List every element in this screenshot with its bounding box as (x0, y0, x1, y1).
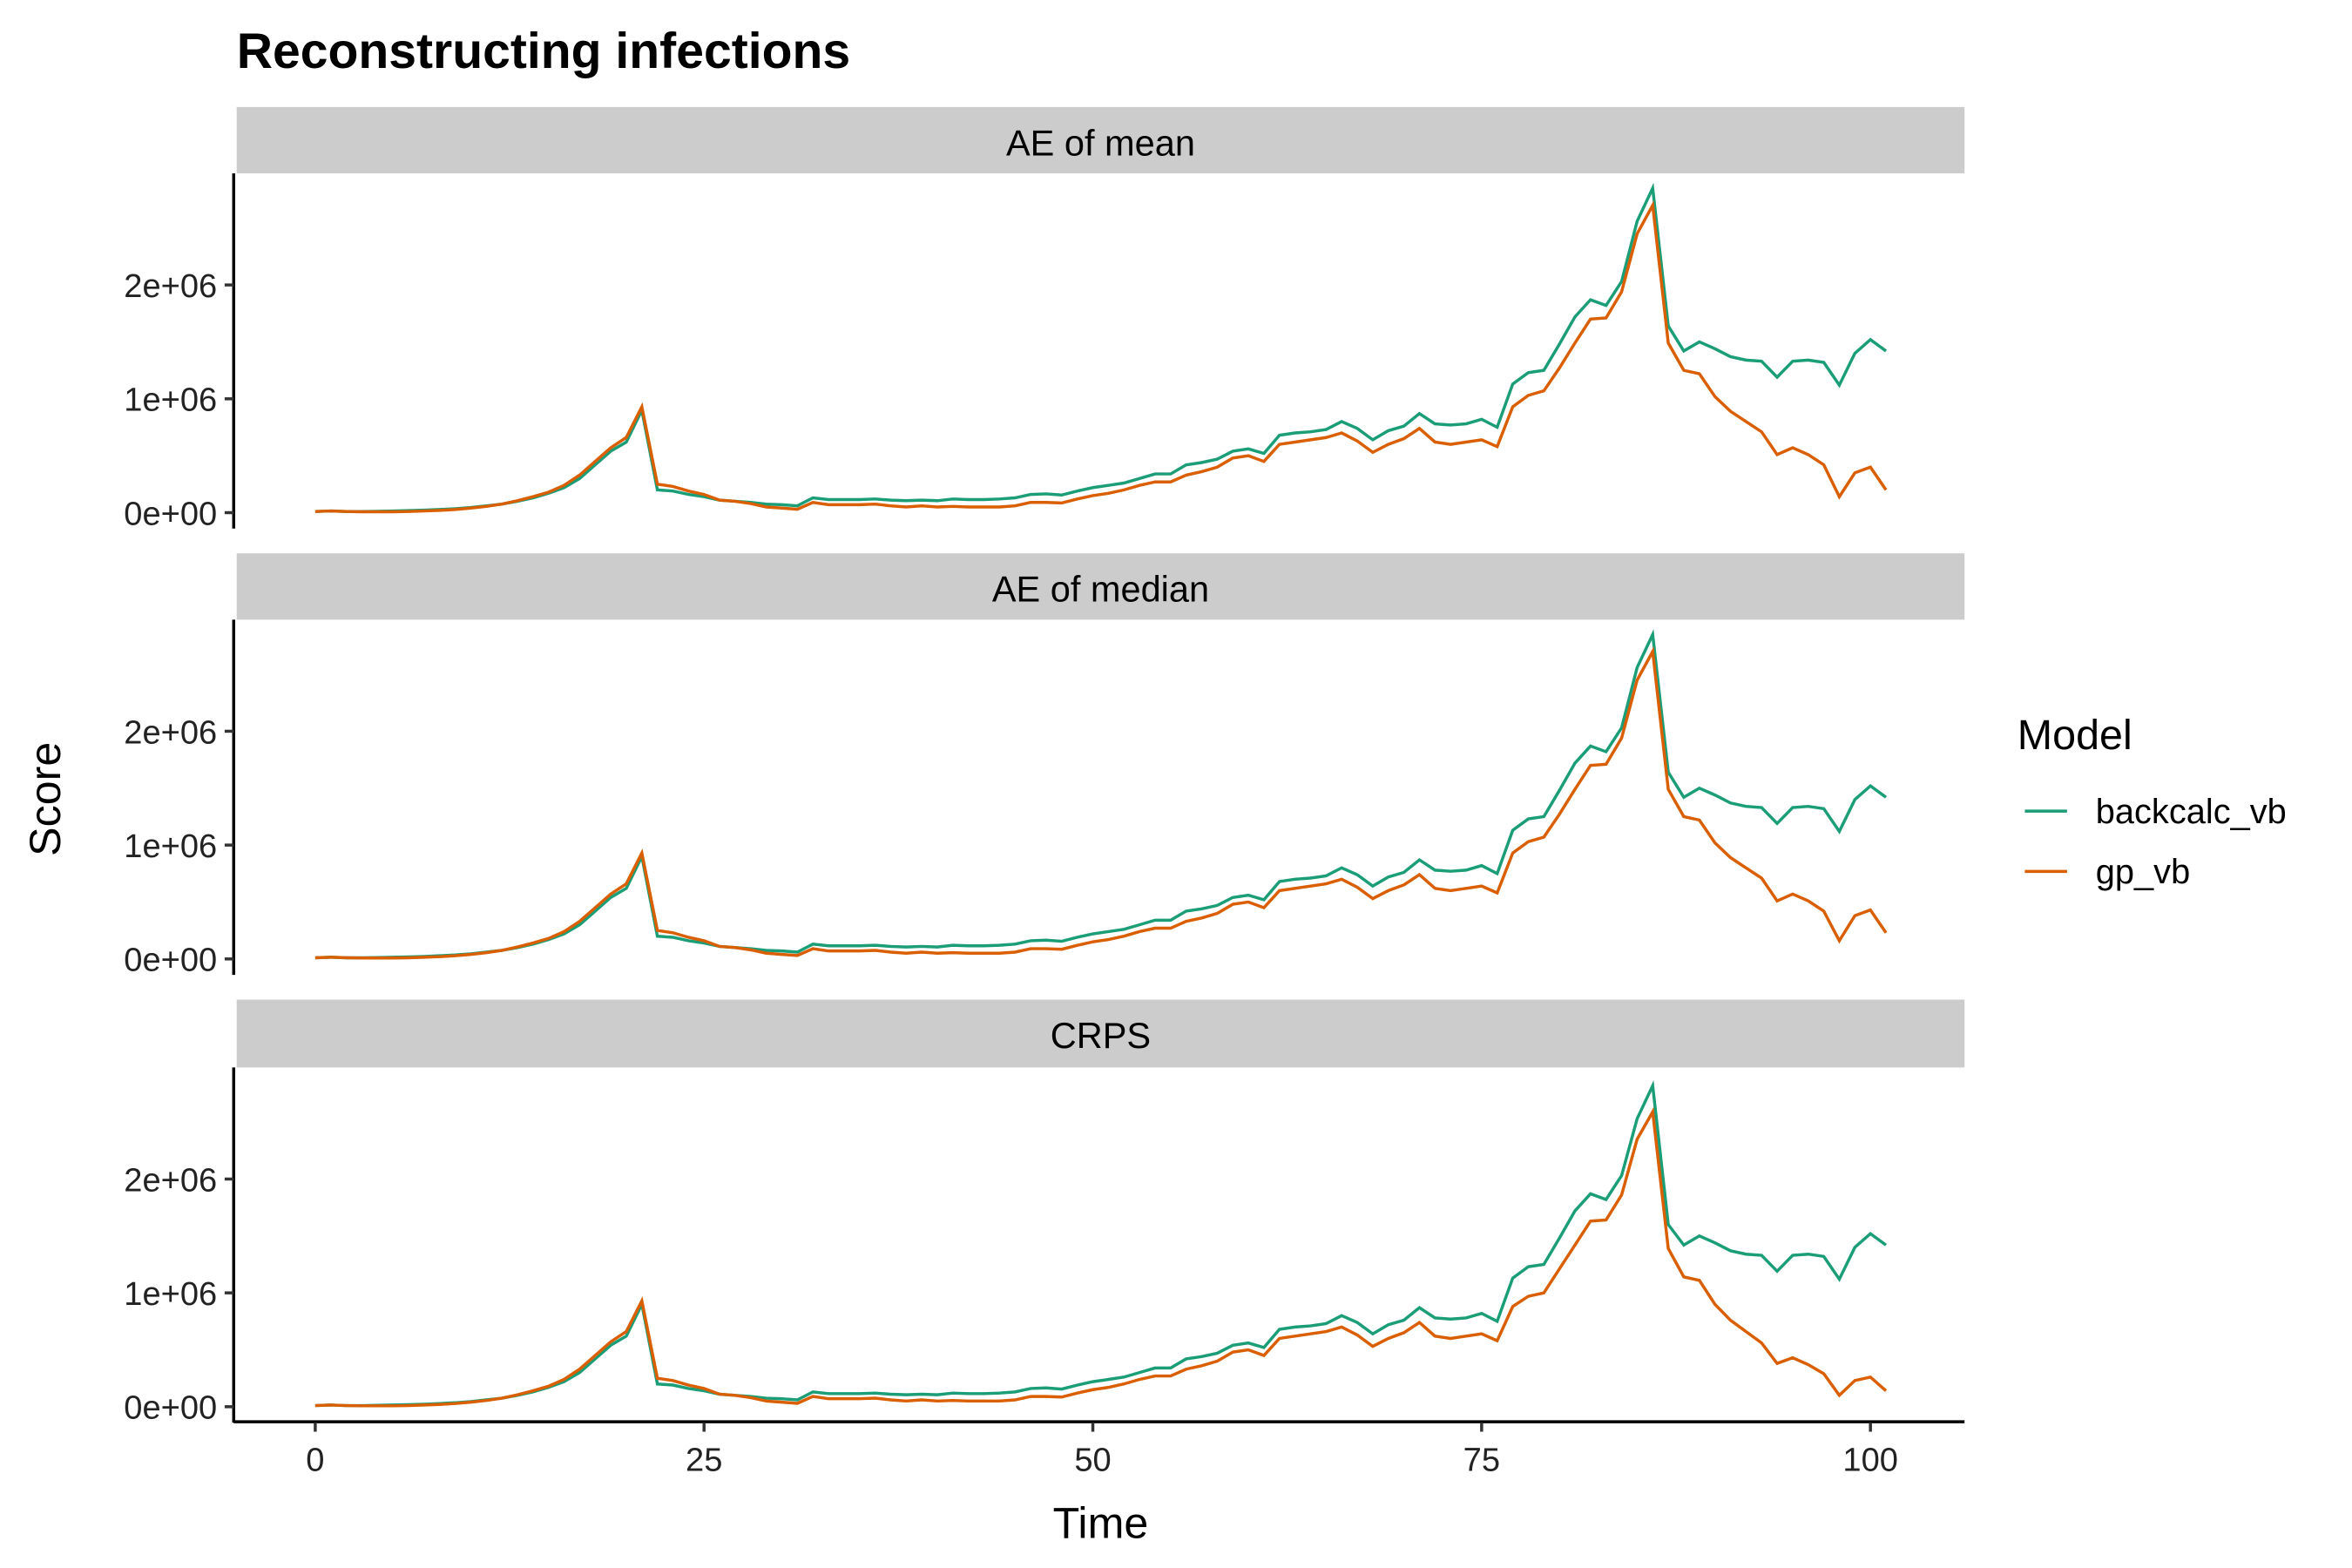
series-line (314, 199, 1888, 514)
legend-label: gp_vb (2096, 853, 2190, 891)
y-tick-label: 2e+06 (124, 268, 217, 305)
y-tick-label: 1e+06 (124, 828, 217, 865)
y-tick-label: 1e+06 (124, 1276, 217, 1313)
series-line (314, 1106, 1888, 1408)
y-tick-label: 0e+00 (124, 943, 217, 979)
legend-title: Model (2017, 712, 2132, 759)
facet-strip (236, 106, 1965, 174)
chart-title: Reconstructing infections (237, 24, 850, 79)
y-tick-label: 0e+00 (124, 496, 217, 532)
facet-strip (236, 999, 1965, 1068)
x-tick-label: 25 (686, 1443, 722, 1479)
y-tick-label: 0e+00 (124, 1390, 217, 1427)
series-line (314, 629, 1888, 960)
facet-strip (236, 553, 1965, 620)
facet-label: CRPS (1051, 1015, 1151, 1056)
series-line (314, 1080, 1888, 1408)
x-tick-label: 0 (306, 1443, 324, 1479)
facet-label: AE of median (992, 569, 1209, 610)
series-line (314, 646, 1888, 960)
y-tick-label: 1e+06 (124, 382, 217, 419)
x-tick-label: 50 (1074, 1443, 1111, 1479)
y-tick-label: 2e+06 (124, 1162, 217, 1199)
legend-label: backcalc_vb (2096, 793, 2287, 831)
x-tick-label: 100 (1842, 1443, 1898, 1479)
y-tick-label: 2e+06 (124, 714, 217, 751)
facet-label: AE of mean (1006, 122, 1195, 163)
series-line (314, 182, 1888, 513)
x-axis-title: Time (1053, 1498, 1149, 1547)
x-tick-label: 75 (1463, 1443, 1500, 1479)
y-axis-title: Score (21, 742, 70, 856)
